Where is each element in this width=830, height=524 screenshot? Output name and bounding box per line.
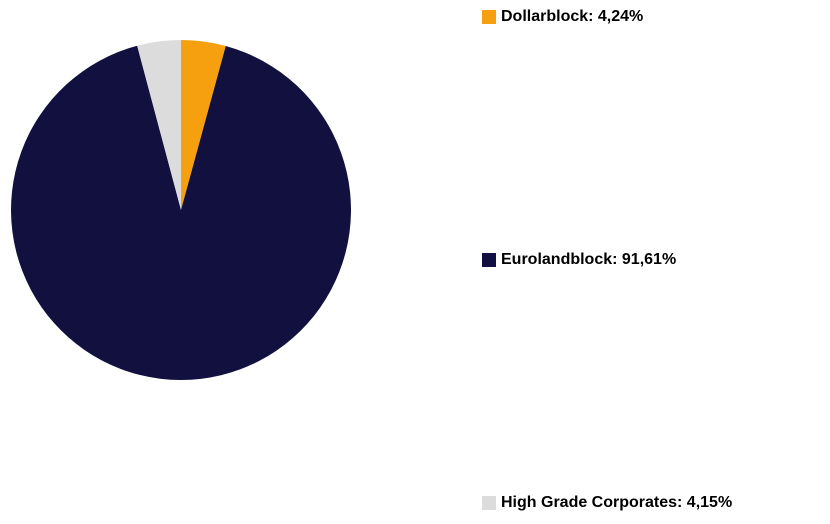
legend-label: High Grade Corporates: 4,15%: [501, 494, 732, 511]
legend-label: Dollarblock: 4,24%: [501, 8, 643, 25]
legend-swatch: [482, 496, 496, 510]
legend-label: Eurolandblock: 91,61%: [501, 251, 676, 268]
pie-slice: [137, 40, 181, 210]
pie-slice: [181, 40, 226, 210]
legend-swatch: [482, 253, 496, 267]
pie-slice: [11, 45, 352, 381]
legend-swatch: [482, 10, 496, 24]
